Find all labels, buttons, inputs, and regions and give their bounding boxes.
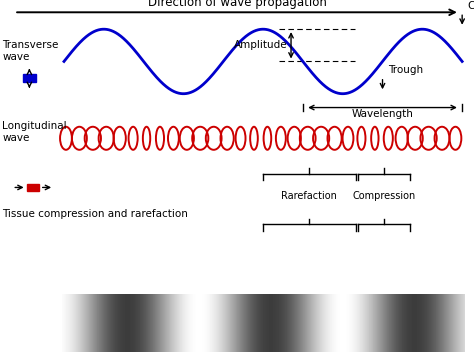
Text: Trough: Trough	[388, 65, 423, 75]
Text: Direction of wave propagation: Direction of wave propagation	[147, 0, 327, 9]
Text: Amplitude: Amplitude	[234, 40, 287, 50]
Bar	[23, 74, 36, 82]
Bar	[27, 184, 39, 191]
Text: Crest: Crest	[468, 1, 474, 11]
Text: Longitudinal
wave: Longitudinal wave	[2, 121, 67, 143]
Text: Tissue compression and rarefaction: Tissue compression and rarefaction	[2, 209, 188, 219]
Text: Wavelength: Wavelength	[352, 109, 413, 119]
Text: Transverse
wave: Transverse wave	[2, 40, 59, 62]
Text: Compression: Compression	[352, 190, 416, 200]
Text: Rarefaction: Rarefaction	[282, 190, 337, 200]
